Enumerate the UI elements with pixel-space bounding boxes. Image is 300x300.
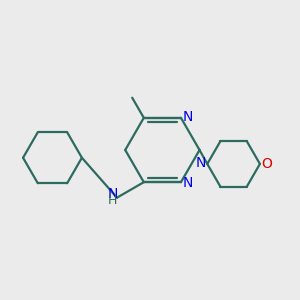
Text: N: N [107,187,118,201]
Text: O: O [261,157,272,171]
Text: N: N [183,176,193,190]
Text: H: H [108,194,117,207]
Text: N: N [183,110,193,124]
Text: N: N [196,156,206,170]
